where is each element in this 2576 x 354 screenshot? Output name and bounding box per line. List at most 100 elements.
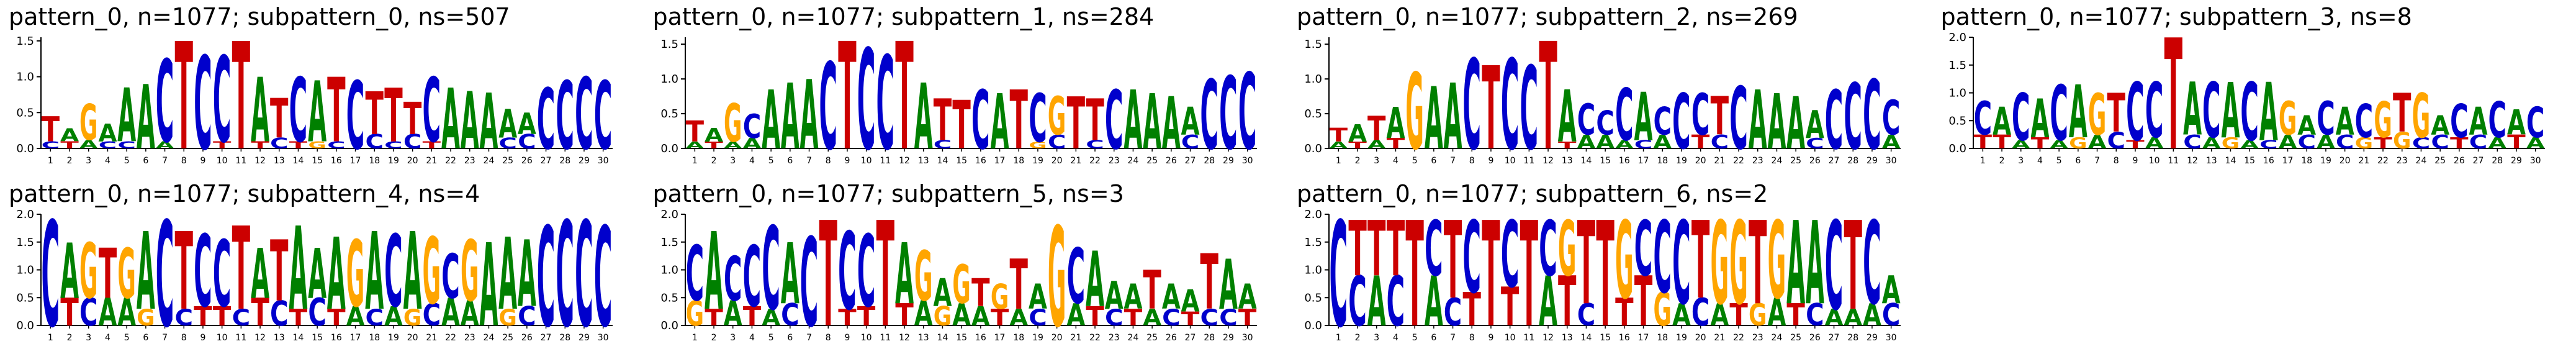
svg-text:T: T	[2374, 135, 2392, 153]
svg-text:C: C	[556, 208, 574, 348]
svg-text:T: T	[2393, 83, 2411, 145]
svg-text:A: A	[799, 61, 818, 171]
svg-text:25: 25	[1790, 333, 1801, 343]
svg-text:1.0: 1.0	[1948, 87, 1966, 100]
svg-text:29: 29	[579, 156, 590, 166]
svg-text:C: C	[2202, 66, 2220, 156]
svg-text:C: C	[42, 140, 60, 151]
svg-text:T: T	[213, 139, 231, 150]
svg-text:5: 5	[124, 333, 130, 343]
svg-text:G: G	[1654, 283, 1672, 336]
svg-text:15: 15	[312, 333, 323, 343]
svg-text:A: A	[365, 211, 384, 335]
svg-text:A: A	[1425, 263, 1443, 342]
svg-text:C: C	[723, 243, 742, 315]
svg-text:G: G	[137, 304, 155, 332]
svg-text:22: 22	[1733, 333, 1744, 343]
svg-text:T: T	[705, 305, 723, 331]
svg-text:T: T	[1558, 140, 1576, 151]
svg-text:G: G	[308, 139, 326, 151]
svg-text:A: A	[723, 140, 742, 151]
svg-text:15: 15	[1600, 333, 1611, 343]
svg-text:A: A	[1993, 99, 2011, 144]
svg-text:C: C	[1047, 132, 1066, 153]
svg-text:29: 29	[1867, 156, 1878, 166]
svg-text:G: G	[724, 94, 742, 155]
svg-text:T: T	[1973, 130, 1992, 153]
svg-text:1: 1	[691, 333, 697, 343]
svg-text:C: C	[1200, 61, 1218, 171]
svg-text:C: C	[1501, 34, 1520, 171]
svg-text:A: A	[1348, 120, 1367, 148]
svg-text:G: G	[952, 254, 970, 316]
svg-text:24: 24	[2415, 156, 2426, 166]
svg-text:18: 18	[1657, 333, 1668, 343]
svg-text:13: 13	[2205, 156, 2217, 166]
svg-text:G: G	[2069, 135, 2087, 153]
logo-panel: pattern_0, n=1077; subpattern_1, ns=284 …	[644, 0, 1289, 177]
svg-text:2: 2	[1355, 156, 1361, 166]
svg-text:T: T	[1691, 208, 1709, 323]
svg-text:C: C	[1973, 92, 1992, 145]
svg-text:T: T	[1330, 124, 1348, 146]
svg-text:G: G	[79, 228, 97, 317]
svg-text:24: 24	[484, 333, 495, 343]
svg-text:27: 27	[541, 156, 552, 166]
svg-text:A: A	[2278, 132, 2297, 153]
svg-text:C: C	[518, 301, 536, 332]
svg-text:C: C	[518, 130, 536, 153]
svg-text:15: 15	[2244, 156, 2255, 166]
svg-text:T: T	[289, 305, 308, 331]
svg-text:17: 17	[994, 156, 1005, 166]
svg-text:C: C	[1634, 138, 1653, 152]
svg-text:C: C	[1520, 43, 1539, 171]
svg-text:21: 21	[426, 333, 437, 343]
svg-text:A: A	[780, 65, 799, 170]
svg-text:2.0: 2.0	[16, 208, 34, 221]
svg-text:16: 16	[1619, 333, 1630, 343]
svg-text:T: T	[1577, 208, 1595, 330]
svg-text:T: T	[232, 31, 250, 171]
svg-text:6: 6	[1431, 156, 1436, 166]
svg-text:11: 11	[1523, 156, 1534, 166]
svg-text:A: A	[117, 73, 136, 158]
svg-text:19: 19	[1032, 333, 1043, 343]
svg-text:C: C	[270, 294, 289, 334]
svg-text:A: A	[933, 271, 952, 315]
svg-text:A: A	[2431, 110, 2449, 141]
svg-text:C: C	[2450, 95, 2469, 148]
svg-text:16: 16	[2263, 156, 2274, 166]
svg-text:9: 9	[844, 156, 850, 166]
svg-text:26: 26	[1809, 156, 1821, 166]
svg-text:C: C	[781, 297, 799, 333]
svg-text:T: T	[742, 301, 761, 332]
svg-text:12: 12	[1542, 156, 1554, 166]
svg-text:30: 30	[2529, 156, 2541, 166]
svg-text:C: C	[2488, 91, 2506, 149]
svg-text:28: 28	[559, 333, 570, 343]
svg-text:6: 6	[787, 333, 793, 343]
svg-text:A: A	[2050, 138, 2069, 152]
svg-text:16: 16	[331, 156, 342, 166]
svg-text:1.0: 1.0	[16, 264, 34, 277]
svg-text:T: T	[895, 297, 914, 332]
svg-text:30: 30	[1886, 333, 1897, 343]
svg-text:25: 25	[1790, 156, 1801, 166]
svg-text:30: 30	[1241, 156, 1253, 166]
svg-text:0.5: 0.5	[660, 291, 678, 304]
svg-text:22: 22	[445, 333, 456, 343]
svg-text:T: T	[1482, 208, 1500, 348]
svg-text:A: A	[251, 235, 269, 314]
svg-text:A: A	[384, 301, 403, 332]
svg-text:T: T	[1711, 86, 1729, 147]
svg-text:7: 7	[806, 156, 812, 166]
svg-text:T: T	[1387, 208, 1405, 294]
svg-text:T: T	[685, 116, 704, 149]
svg-text:1.5: 1.5	[16, 236, 34, 249]
svg-text:2: 2	[67, 333, 73, 343]
svg-text:T: T	[194, 301, 212, 332]
svg-text:13: 13	[274, 333, 285, 343]
svg-text:G: G	[2374, 92, 2392, 150]
logo-panel: pattern_0, n=1077; subpattern_6, ns=2 0.…	[1288, 177, 1932, 354]
